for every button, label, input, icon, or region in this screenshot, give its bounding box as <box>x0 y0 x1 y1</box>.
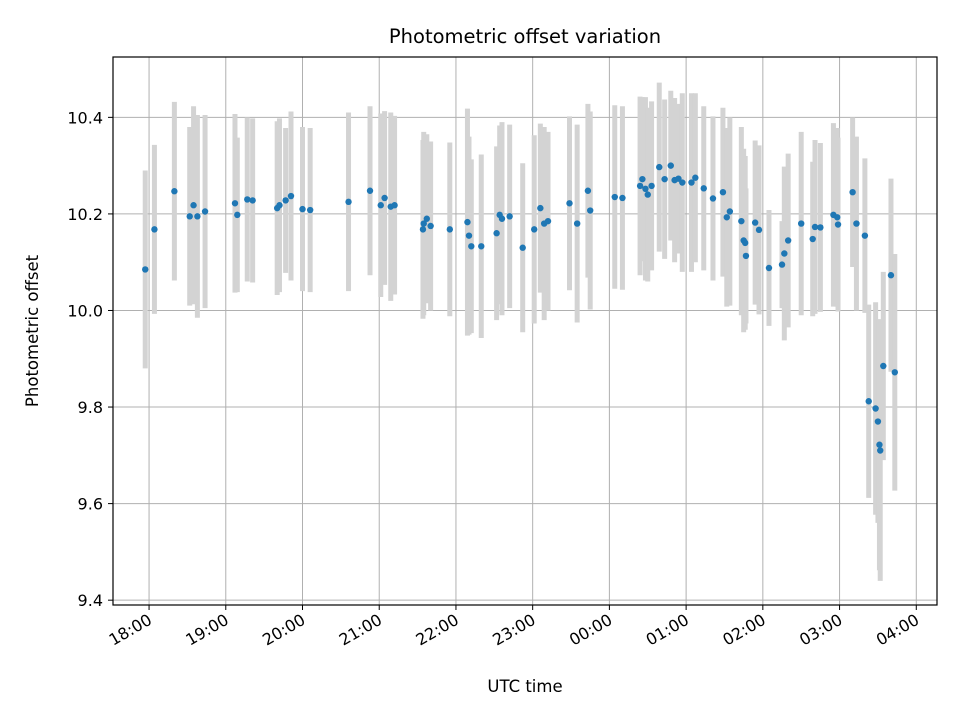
data-point <box>464 218 471 226</box>
data-point <box>798 220 805 227</box>
data-point <box>726 208 734 215</box>
data-point <box>811 223 819 231</box>
y-axis: 9.4 9.6 9.8 10.0 10.2 10.4 <box>67 108 113 610</box>
data-point <box>853 220 860 227</box>
data-point <box>741 239 749 247</box>
data-point <box>834 214 841 221</box>
data-point <box>391 202 398 209</box>
data-point <box>544 217 552 225</box>
data-point <box>874 418 882 425</box>
data-point <box>231 200 239 207</box>
data-point <box>656 163 663 171</box>
data-point <box>765 264 773 272</box>
data-point <box>381 194 388 202</box>
data-point <box>751 219 759 226</box>
data-point <box>679 179 686 186</box>
data-point <box>566 200 573 207</box>
data-point <box>584 187 592 194</box>
data-point <box>427 222 434 230</box>
data-point <box>587 207 594 214</box>
data-point <box>573 220 581 227</box>
data-point <box>468 243 475 250</box>
data-point <box>611 193 618 201</box>
data-point <box>688 179 695 186</box>
chart-title: Photometric offset variation <box>389 25 661 48</box>
data-point <box>755 226 763 234</box>
data-point <box>849 188 856 196</box>
data-point <box>880 362 887 370</box>
data-point <box>644 191 651 198</box>
data-point <box>723 214 730 221</box>
data-point <box>861 232 869 239</box>
data-point <box>642 185 649 193</box>
y-axis-title: Photometric offset <box>23 254 42 407</box>
data-points <box>142 162 899 454</box>
data-point <box>519 244 526 251</box>
data-point <box>186 213 193 220</box>
data-point <box>493 230 500 237</box>
data-point <box>151 226 158 233</box>
data-point <box>465 232 473 239</box>
data-point <box>190 202 197 209</box>
data-point <box>171 188 178 195</box>
data-point <box>648 182 655 190</box>
data-point <box>366 187 374 194</box>
data-point <box>498 215 506 222</box>
data-point <box>887 272 895 279</box>
data-point <box>423 215 430 222</box>
data-point <box>506 213 513 220</box>
data-point <box>531 226 538 233</box>
data-point <box>377 202 384 209</box>
data-point <box>719 188 727 196</box>
data-point <box>809 235 816 243</box>
data-point <box>194 213 201 220</box>
y-tick-label: 10.4 <box>67 108 103 127</box>
plot-frame <box>112 56 938 606</box>
y-tick-label: 9.8 <box>78 398 103 417</box>
y-tick-label: 10.2 <box>67 205 103 224</box>
data-point <box>876 441 883 448</box>
data-point <box>639 175 646 183</box>
data-point <box>661 175 668 183</box>
data-point <box>834 221 842 228</box>
data-point <box>636 182 644 190</box>
data-point <box>817 224 824 231</box>
data-point <box>619 194 626 202</box>
data-point <box>244 196 251 203</box>
y-tick-label: 9.4 <box>78 591 103 610</box>
data-point <box>742 252 750 260</box>
data-point <box>784 237 792 244</box>
data-point <box>709 195 717 202</box>
data-point <box>306 206 314 214</box>
data-point <box>478 243 485 250</box>
data-point <box>299 205 306 213</box>
data-point <box>891 369 899 376</box>
data-point <box>872 405 879 412</box>
data-point <box>419 226 427 233</box>
data-point <box>877 447 884 454</box>
data-point <box>738 217 745 225</box>
data-point <box>781 250 788 257</box>
data-point <box>778 261 786 268</box>
data-point <box>276 202 283 209</box>
data-point <box>667 162 674 169</box>
x-axis-title: UTC time <box>487 677 562 696</box>
data-point <box>865 398 872 405</box>
y-tick-label: 10.0 <box>67 301 103 320</box>
data-point <box>420 220 427 227</box>
data-point <box>345 198 352 206</box>
data-point <box>201 208 209 215</box>
data-point <box>249 197 256 204</box>
data-point <box>287 192 295 200</box>
y-tick-label: 9.6 <box>78 495 103 514</box>
data-point <box>142 266 149 273</box>
data-point <box>537 204 544 212</box>
data-point <box>282 197 289 204</box>
data-point <box>700 185 707 192</box>
data-point <box>234 211 241 219</box>
data-point <box>446 226 454 233</box>
data-point <box>692 174 699 181</box>
